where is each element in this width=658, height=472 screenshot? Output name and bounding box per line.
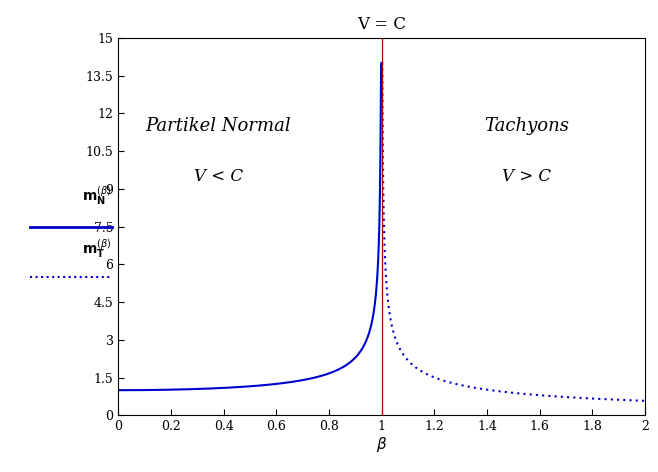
X-axis label: $\beta$: $\beta$ [376, 435, 388, 454]
Text: V > C: V > C [502, 168, 551, 185]
Text: $\mathbf{m}_\mathbf{T}^{(\beta)}$: $\mathbf{m}_\mathbf{T}^{(\beta)}$ [82, 237, 112, 261]
Text: V < C: V < C [194, 168, 243, 185]
Text: $\mathbf{m}_\mathbf{N}^{(\beta)}$: $\mathbf{m}_\mathbf{N}^{(\beta)}$ [82, 185, 112, 208]
Text: Tachyons: Tachyons [484, 117, 569, 135]
Text: Partikel Normal: Partikel Normal [145, 117, 291, 135]
Title: V = C: V = C [357, 17, 406, 34]
